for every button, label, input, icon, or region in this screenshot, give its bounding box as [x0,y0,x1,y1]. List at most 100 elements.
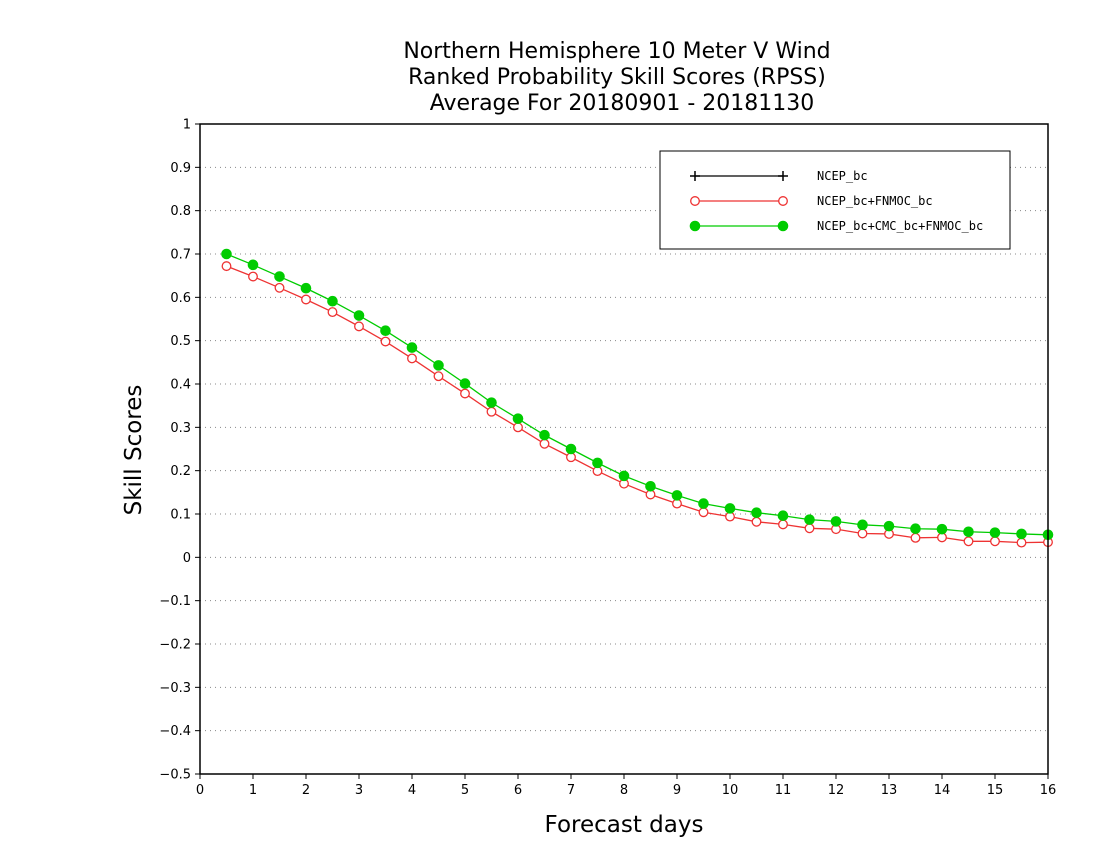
data-point [910,532,921,543]
data-point [539,438,550,449]
x-tick-label: 8 [620,783,628,798]
y-tick-label: 0.1 [170,508,191,523]
y-tick-label: 1 [183,118,191,133]
y-tick-label: 0.6 [170,291,191,306]
data-point [778,519,788,530]
axis-ticks: −0.5 −0.4 −0.3 −0.2 −0.1 0 0.1 0.2 0.3 0.4 0.5 0.6 0… [159,118,1056,799]
legend-marker-left [690,196,700,206]
data-point [274,271,285,282]
data-point [274,282,285,293]
chart-title-line-1: Northern Hemisphere 10 Meter V Wind [403,39,830,64]
data-point [1016,537,1027,548]
data-point [513,422,523,433]
data-point [433,360,444,371]
data-point [990,536,1000,547]
data-point [963,526,974,538]
chart-title-line-3: Average For 20180901 - 20181130 [430,91,815,116]
y-tick-label: 0.3 [170,421,191,436]
y-tick-label: 0.8 [170,204,191,219]
data-point [989,527,1001,538]
legend: NCEP_bc NCEP_bc+FNMOC_bc NCEP_bc+CMC_bc+FN… [659,150,1011,250]
x-tick-label: 6 [514,783,522,798]
data-point [936,523,948,535]
y-tick-label: 0.2 [170,464,191,479]
x-tick-label: 3 [355,783,363,798]
data-point [804,514,815,525]
data-point [247,259,259,271]
data-point [486,397,497,408]
data-point [380,336,391,347]
data-point [221,248,232,260]
data-point [671,490,683,501]
data-point [433,371,444,382]
x-tick-label: 14 [934,783,951,798]
data-point [539,429,550,441]
data-point [221,261,232,272]
y-tick-label: 0.9 [170,161,191,176]
legend-item-1: NCEP_bc+FNMOC_bc [690,194,933,208]
data-point [751,507,762,519]
data-point [300,282,312,294]
data-point [565,443,577,455]
x-tick-label: 2 [302,783,310,798]
x-tick-label: 12 [828,783,845,798]
x-tick-label: 9 [673,783,681,798]
legend-marker-right [777,220,789,232]
x-tick-label: 15 [987,783,1004,798]
data-point [512,413,524,424]
data-point [1016,528,1027,540]
data-point [857,528,868,539]
y-tick-label: −0.5 [159,768,191,783]
x-tick-label: 1 [249,783,257,798]
data-point [380,325,391,337]
legend-label: NCEP_bc [817,169,868,183]
data-point [459,378,471,389]
x-tick-label: 13 [881,783,898,798]
data-point [353,310,365,321]
x-tick-label: 0 [196,783,204,798]
y-axis-label: Skill Scores [121,385,147,516]
legend-marker-left [690,171,700,181]
data-point [698,498,709,509]
data-point [724,503,736,514]
x-tick-label: 4 [408,783,416,798]
data-point [804,523,815,534]
data-point [327,295,338,307]
data-point [830,516,842,527]
data-point [592,457,603,469]
data-point [460,388,470,399]
data-point [777,510,789,522]
data-point [248,271,258,282]
data-point [963,536,974,547]
x-tick-label: 7 [567,783,575,798]
y-tick-label: 0.5 [170,334,191,349]
data-point [751,516,762,527]
data-point [857,519,868,531]
data-point [486,406,497,417]
gridlines [200,166,1048,732]
series-layer [221,248,1054,548]
data-point [698,507,709,518]
series-2 [221,248,1054,541]
y-tick-label: −0.3 [159,681,191,696]
y-tick-label: 0.7 [170,248,191,263]
series-line-1 [226,265,1049,544]
x-axis-label: Forecast days [545,812,704,838]
data-point [354,321,364,332]
legend-label: NCEP_bc+FNMOC_bc [817,194,933,208]
legend-marker-left [689,220,701,232]
x-tick-label: 5 [461,783,469,798]
data-point [883,520,895,532]
data-point [645,480,656,492]
y-tick-label: −0.4 [159,724,191,739]
data-point [406,342,418,353]
chart-title-line-2: Ranked Probability Skill Scores (RPSS) [408,65,826,90]
y-tick-label: −0.1 [159,594,191,609]
legend-box [659,150,1011,250]
legend-item-0: NCEP_bc [690,169,868,183]
series-1 [221,261,1053,548]
x-tick-label: 11 [775,783,792,798]
y-tick-label: 0 [183,551,191,566]
data-point [910,523,921,535]
